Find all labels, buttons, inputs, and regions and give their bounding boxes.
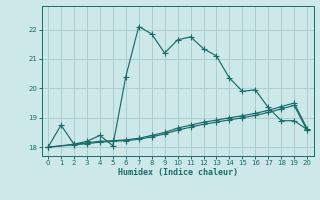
X-axis label: Humidex (Indice chaleur): Humidex (Indice chaleur) [118,168,237,177]
